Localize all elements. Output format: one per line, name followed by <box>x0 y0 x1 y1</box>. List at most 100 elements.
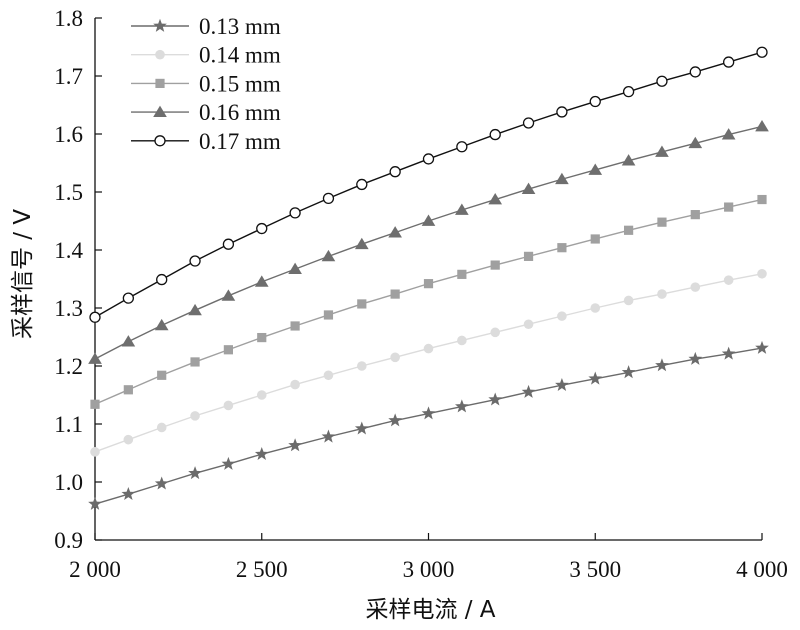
series-line <box>94 347 763 505</box>
data-point <box>623 295 634 306</box>
data-point <box>523 319 534 330</box>
data-point <box>588 163 603 175</box>
data-point <box>421 214 436 226</box>
data-point <box>157 370 167 380</box>
data-point <box>557 243 567 253</box>
data-point <box>188 466 202 480</box>
data-point <box>156 422 167 433</box>
x-ticks: 2 000 2 500 3 000 3 500 4 000 <box>69 533 788 582</box>
data-point <box>721 128 736 140</box>
data-point <box>223 400 234 411</box>
data-point <box>590 234 600 244</box>
data-point <box>190 357 200 367</box>
data-point <box>221 456 236 470</box>
y-tick-label: 1.7 <box>54 64 83 89</box>
data-point <box>757 268 767 279</box>
legend-marker <box>155 49 165 60</box>
data-point <box>488 392 503 406</box>
data-point <box>422 153 435 165</box>
data-point <box>89 311 101 323</box>
data-point <box>354 421 369 435</box>
data-point <box>88 352 102 364</box>
data-point <box>521 182 536 194</box>
data-point <box>356 178 368 191</box>
y-tick-label: 1.1 <box>54 412 83 437</box>
data-point <box>256 222 268 235</box>
data-point <box>523 251 534 261</box>
data-point <box>755 340 769 354</box>
y-tick-label: 1.5 <box>54 180 83 205</box>
data-point <box>724 202 734 212</box>
data-point <box>688 351 703 365</box>
series-line <box>94 51 763 318</box>
data-point <box>322 192 335 205</box>
data-point <box>90 447 100 457</box>
data-point <box>590 303 601 313</box>
data-point <box>323 370 334 381</box>
data-point <box>221 289 236 301</box>
x-tick-label: 3 500 <box>569 557 621 582</box>
data-point <box>288 262 302 275</box>
data-point <box>756 46 768 58</box>
data-point <box>490 260 500 270</box>
legend-label: 0.15 mm <box>199 71 281 96</box>
data-point <box>357 299 367 309</box>
data-point <box>755 119 769 132</box>
data-point <box>388 226 402 238</box>
series-3 <box>90 194 767 409</box>
data-point <box>689 66 701 78</box>
data-point <box>757 194 767 205</box>
data-point <box>288 438 302 452</box>
data-point <box>323 310 334 320</box>
data-point <box>190 411 200 421</box>
data-point <box>290 321 300 331</box>
legend-marker <box>153 105 167 117</box>
data-point <box>455 203 469 215</box>
legend: 0.13 mm 0.14 mm 0.15 mm 0.16 mm 0.17 mm <box>131 14 281 154</box>
legend-label: 0.17 mm <box>199 129 281 154</box>
data-point <box>357 361 367 371</box>
legend-item: 0.13 mm <box>131 14 281 39</box>
data-point <box>721 346 736 360</box>
y-ticks: 0.9 1.0 1.1 1.2 1.3 1.4 1.5 1.6 1.7 1.8 <box>54 6 102 553</box>
data-point <box>556 106 568 118</box>
data-point <box>254 275 269 287</box>
data-point <box>257 332 267 343</box>
data-point <box>555 377 569 391</box>
y-tick-label: 1.2 <box>54 354 83 379</box>
data-point <box>121 335 136 347</box>
data-point <box>457 269 467 279</box>
legend-marker <box>155 78 165 88</box>
data-point <box>321 429 336 443</box>
x-tick-label: 3 000 <box>403 557 455 582</box>
data-point <box>421 406 436 420</box>
data-point <box>690 210 700 220</box>
data-point <box>521 384 536 398</box>
data-point <box>321 249 336 262</box>
data-point <box>457 335 467 346</box>
data-point <box>289 207 301 219</box>
series-1 <box>88 340 769 510</box>
series-2 <box>90 268 767 457</box>
data-point <box>723 56 735 68</box>
data-point <box>555 172 569 185</box>
legend-label: 0.16 mm <box>199 100 281 125</box>
data-point <box>624 225 634 235</box>
series-4 <box>88 119 769 364</box>
legend-item: 0.17 mm <box>131 129 281 154</box>
x-axis-title: 采样电流 / A <box>365 597 495 623</box>
data-point <box>423 343 434 354</box>
data-point <box>290 379 300 390</box>
series-line <box>94 198 763 405</box>
data-point <box>589 95 601 108</box>
y-tick-label: 0.9 <box>54 528 83 553</box>
legend-label: 0.13 mm <box>199 14 281 39</box>
data-point <box>690 282 701 292</box>
y-tick-label: 1.8 <box>54 6 83 31</box>
data-point <box>222 238 235 250</box>
data-point <box>657 217 667 227</box>
data-point <box>657 289 667 299</box>
data-point <box>123 434 134 445</box>
data-point <box>489 128 501 141</box>
